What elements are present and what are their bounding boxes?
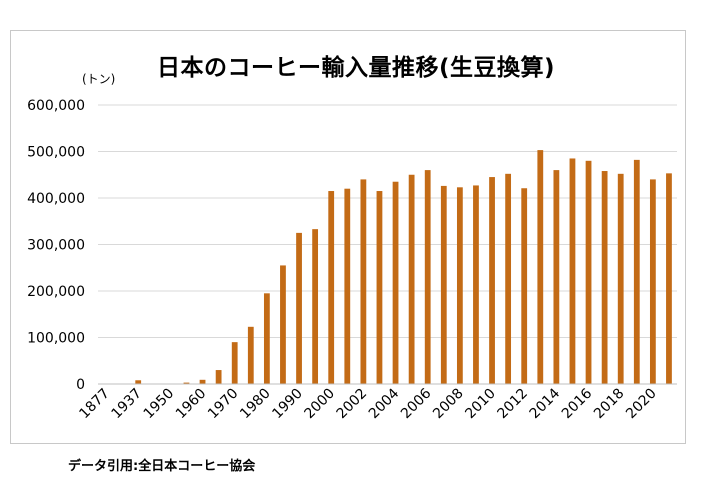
data-source-note: データ引用:全日本コーヒー協会: [68, 459, 256, 474]
bar-2011: [505, 173, 512, 384]
x-tick-label: 1990: [269, 386, 306, 423]
y-tick-label: 100,000: [27, 331, 85, 347]
x-tick-label: 2000: [302, 386, 339, 423]
bar-2015: [569, 158, 576, 384]
x-tick-label: 2018: [591, 386, 628, 423]
x-tick-label: 2014: [527, 385, 564, 422]
bar-1970: [231, 342, 238, 384]
x-tick-label: 1937: [109, 386, 146, 423]
bar-2021: [666, 173, 672, 384]
bar-1955: [183, 382, 190, 384]
bar-1985: [280, 265, 286, 384]
bar-2012: [521, 188, 528, 384]
x-tick-label: 2020: [623, 386, 660, 423]
y-tick-label: 500,000: [27, 145, 85, 161]
x-axis-tick-labels: 1877193719501960197019801990200020022004…: [76, 385, 659, 422]
bar-1965: [215, 370, 222, 384]
bar-2005: [408, 174, 415, 384]
bar-1990: [296, 232, 302, 385]
y-axis-unit-label: (トン): [82, 72, 116, 86]
x-tick-label: 2012: [495, 386, 532, 423]
bar-2006: [424, 170, 431, 384]
x-tick-label: 1950: [141, 386, 178, 423]
x-tick-label: 2004: [366, 385, 403, 422]
x-tick-label: 1970: [205, 386, 242, 423]
x-tick-label: 2008: [430, 386, 467, 423]
y-axis-tick-labels: 0 100,000 200,000 300,000 400,000 500,000 600,…: [27, 98, 85, 393]
x-tick-label: 2002: [334, 386, 371, 423]
bar-2019: [633, 159, 640, 384]
bar-2008: [456, 187, 463, 384]
bar-1975: [247, 326, 254, 384]
y-tick-label: 0: [76, 377, 85, 393]
bar-2018: [617, 173, 624, 384]
bar-2002: [360, 179, 367, 384]
y-tick-label: 600,000: [27, 98, 85, 114]
bar-1937: [135, 380, 142, 384]
x-tick-label: 1960: [173, 386, 210, 423]
bar-2004: [392, 181, 399, 384]
bar-2017: [601, 171, 608, 384]
bar-2007: [440, 185, 447, 384]
bar-2003: [376, 191, 383, 384]
y-tick-label: 200,000: [27, 284, 85, 300]
chart-title: 日本のコーヒー輸入量推移(生豆換算): [156, 55, 556, 81]
bar-2014: [553, 170, 560, 384]
bar-2010: [489, 177, 495, 384]
bar-2013: [537, 150, 544, 384]
bar-2000: [328, 191, 335, 384]
bar-1980: [263, 293, 270, 384]
y-tick-label: 300,000: [27, 238, 85, 254]
gridlines: [98, 104, 677, 338]
bar-2009: [473, 185, 479, 384]
y-tick-label: 400,000: [27, 191, 85, 207]
bar-1995: [312, 229, 319, 384]
bar-2016: [585, 160, 592, 384]
bar-2001: [344, 188, 351, 384]
x-tick-label: 2006: [398, 385, 435, 422]
bar-1960: [199, 379, 206, 384]
x-tick-label: 1980: [237, 386, 274, 423]
bars: [135, 150, 672, 385]
bar-2020: [649, 179, 656, 384]
x-tick-label: 2010: [462, 386, 499, 423]
x-tick-label: 2016: [559, 385, 596, 422]
